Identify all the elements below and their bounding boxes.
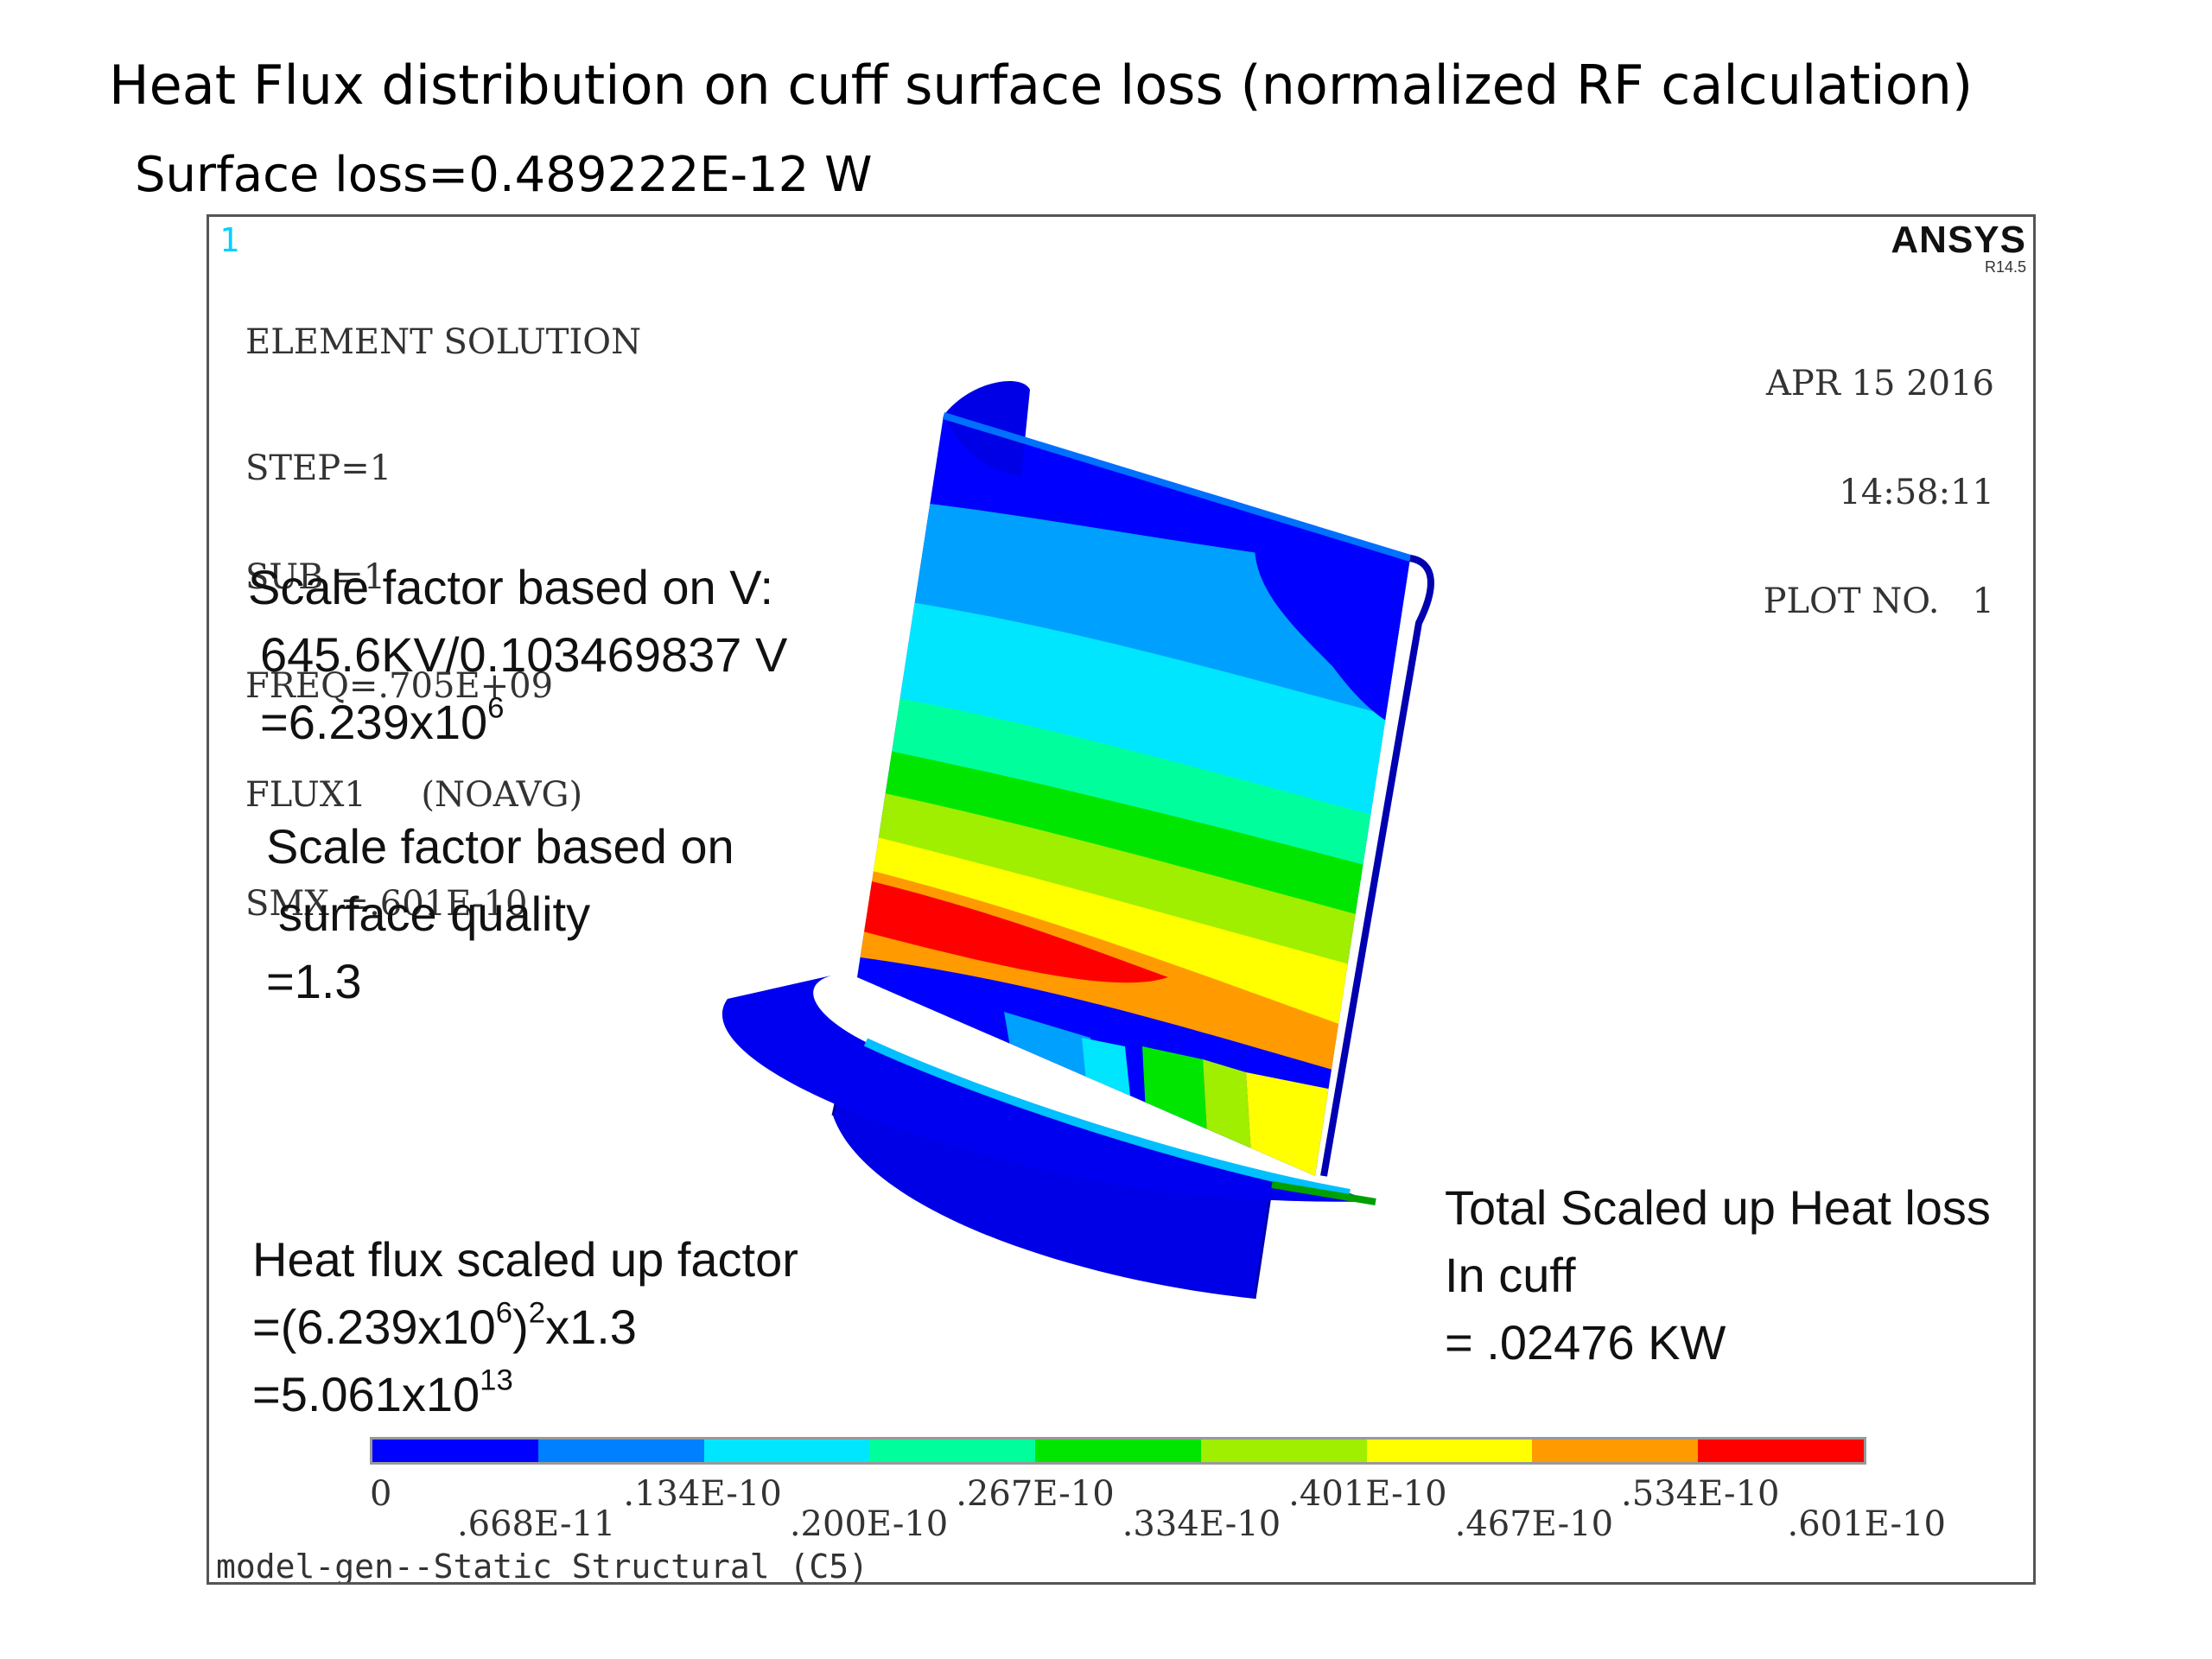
note-line: 645.6KV/0.103469837 V <box>260 627 788 682</box>
legend-label-bottom: .601E-10 <box>1787 1504 1946 1544</box>
note-line: =6.239x106 <box>260 691 505 749</box>
scale-factor-v-note: Scale factor based on V: 645.6KV/0.10346… <box>248 554 787 756</box>
slide-title: Heat Flux distribution on cuff surface l… <box>109 54 1974 117</box>
plot-time: 14:58:11 <box>1839 473 1994 512</box>
plot-stamp: APR 15 2016 14:58:11 PLOT NO. 1 <box>1764 293 1994 692</box>
info-line: FREQ=.705E+09 <box>245 666 554 706</box>
total-heat-loss-note: Total Scaled up Heat loss In cuff = .024… <box>1445 1174 1991 1376</box>
info-line: FLUX1 (NOAVG) <box>245 775 583 815</box>
legend-label-top: .534E-10 <box>1621 1474 1780 1514</box>
legend-color-segment <box>869 1440 1036 1462</box>
ansys-logo: ANSYS R14.5 <box>1891 219 2026 276</box>
window-number: 1 <box>219 221 239 259</box>
legend-color-segment <box>1035 1440 1201 1462</box>
info-line: STEP=1 <box>245 448 392 488</box>
plot-number: PLOT NO. 1 <box>1763 582 1994 621</box>
cuff-model-contour <box>721 381 1434 1300</box>
contour-legend-bar <box>370 1437 1866 1465</box>
legend-color-segment <box>537 1440 704 1462</box>
plot-date: APR 15 2016 <box>1765 364 1994 404</box>
scale-factor-surface-note: Scale factor based on surface quality =1… <box>266 813 734 1015</box>
cuff-flange <box>721 976 1376 1202</box>
note-line: =5.061x1013 <box>252 1363 513 1421</box>
legend-label-top: .267E-10 <box>956 1474 1115 1514</box>
heat-flux-factor-note: Heat flux scaled up factor =(6.239x106)2… <box>252 1226 798 1428</box>
ansys-logo-text: ANSYS <box>1891 219 2026 261</box>
legend-label-bottom: .467E-10 <box>1454 1504 1614 1544</box>
legend-color-segment <box>703 1440 870 1462</box>
note-line: Scale factor based on V: <box>248 560 774 614</box>
solution-title: ELEMENT SOLUTION <box>245 322 642 362</box>
note-line: Heat flux scaled up factor <box>252 1232 798 1287</box>
legend-label-bottom: .668E-11 <box>456 1504 616 1544</box>
note-line: = .02476 KW <box>1445 1315 1726 1370</box>
note-line: In cuff <box>1445 1248 1576 1302</box>
model-footer: model-gen--Static Structural (C5) <box>216 1548 868 1585</box>
note-line: =1.3 <box>266 954 362 1008</box>
ansys-plot-window: 1 ELEMENT SOLUTION STEP=1 SUB =1 FREQ=.7… <box>207 214 2036 1585</box>
info-line: SUB =1 <box>245 557 386 597</box>
note-line: =(6.239x106)2x1.3 <box>252 1296 637 1354</box>
legend-label-bottom: .200E-10 <box>789 1504 949 1544</box>
legend-color-segment <box>1366 1440 1533 1462</box>
surface-loss-label: Surface loss=0.489222E-12 W <box>135 147 873 203</box>
legend-color-segment <box>372 1440 538 1462</box>
ansys-release: R14.5 <box>1984 258 2026 276</box>
note-line: Scale factor based on <box>266 819 734 874</box>
legend-label-top: .134E-10 <box>623 1474 782 1514</box>
solution-info: ELEMENT SOLUTION STEP=1 SUB =1 FREQ=.705… <box>245 251 641 995</box>
legend-label-bottom: .334E-10 <box>1122 1504 1281 1544</box>
legend-color-segment <box>1532 1440 1699 1462</box>
legend-label-top: .401E-10 <box>1288 1474 1447 1514</box>
info-line: SMX =.601E-10 <box>245 884 528 924</box>
legend-color-segment <box>1698 1440 1865 1462</box>
legend-label-top: 0 <box>370 1474 392 1514</box>
legend-color-segment <box>1200 1440 1367 1462</box>
note-line: Total Scaled up Heat loss <box>1445 1180 1991 1235</box>
note-line: surface quality <box>278 887 591 941</box>
